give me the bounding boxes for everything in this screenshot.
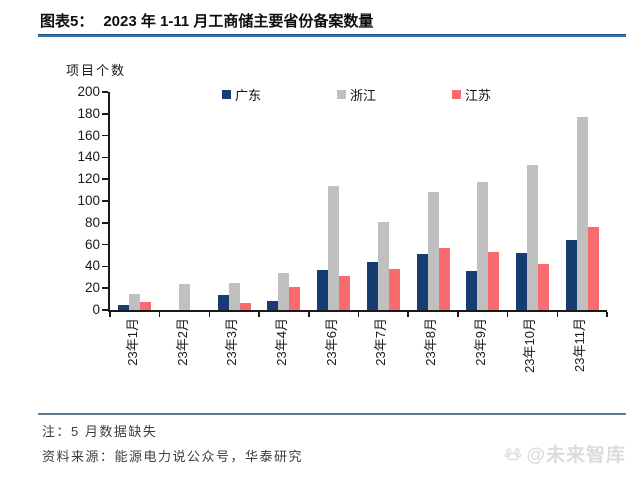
y-tick-label: 200: [77, 84, 100, 99]
figure-label: 图表5：: [40, 13, 94, 30]
y-tick-label: 20: [84, 280, 100, 296]
x-axis-label-23年11月: 23年11月: [572, 318, 588, 372]
bar-guangdong-23年4月: [267, 301, 279, 310]
paw-icon: [505, 447, 522, 461]
y-tick: [102, 178, 108, 180]
y-tick: [102, 200, 108, 202]
bar-jiangsu-23年10月: [537, 264, 549, 310]
x-tick: [308, 312, 310, 317]
y-tick: [102, 265, 108, 268]
y-tick: [102, 309, 108, 311]
x-axis-label-23年3月: 23年3月: [224, 318, 240, 366]
legend-swatch-jiangsu: [452, 90, 461, 99]
bar-guangdong-23年10月: [515, 253, 527, 310]
x-tick: [109, 312, 111, 317]
bar-zhejiang-23年6月: [328, 185, 340, 310]
x-axis-label-23年10月: 23年10月: [522, 318, 538, 373]
y-tick: [102, 287, 108, 289]
x-axis-label-23年4月: 23年4月: [273, 318, 289, 366]
bar-chart-plot-area: 0 20 40 60 80 100 120 140 160 180 200: [77, 84, 608, 317]
x-tick: [258, 312, 260, 317]
x-tick: [556, 312, 559, 317]
y-tick-label: 180: [77, 105, 100, 121]
x-tick: [506, 312, 509, 317]
bar-zhejiang-23年8月: [427, 192, 439, 310]
watermark-text: @未来智库: [526, 445, 626, 466]
figure-header: 图表5： 2023 年 1-11 月工商储主要省份备案数量: [40, 10, 373, 31]
y-axis-label: 项目个数: [66, 63, 127, 78]
bar-jiangsu-23年7月: [388, 268, 400, 310]
y-tick: [102, 113, 108, 115]
x-tick: [606, 312, 608, 317]
y-tick: [102, 243, 108, 246]
y-tick-label: 0: [92, 302, 100, 317]
legend-item-zhejiang: 浙江: [336, 85, 376, 104]
y-tick-label: 160: [77, 127, 100, 143]
y-tick-label: 120: [77, 171, 100, 187]
x-tick: [357, 312, 360, 317]
legend-label-jiangsu: 江苏: [465, 88, 492, 103]
x-tick: [208, 312, 211, 317]
bar-guangdong-23年8月: [416, 254, 428, 310]
bar-guangdong-23年3月: [217, 294, 229, 310]
x-axis-label-23年1月: 23年1月: [124, 318, 140, 366]
bar-jiangsu-23年1月: [140, 302, 152, 310]
y-tick-label: 100: [77, 193, 100, 208]
legend-swatch-guangdong: [221, 90, 231, 99]
y-tick: [102, 134, 108, 137]
legend-label-guangdong: 广东: [234, 88, 261, 103]
bar-guangdong-23年9月: [466, 270, 478, 310]
x-axis-label-23年6月: 23年6月: [323, 318, 339, 366]
bar-zhejiang-23年1月: [129, 293, 141, 310]
watermark: @未来智库: [503, 440, 626, 467]
page-title: 2023 年 1-11 月工商储主要省份备案数量: [103, 13, 374, 30]
y-tick: [102, 91, 108, 93]
bar-guangdong-23年7月: [366, 262, 378, 310]
y-tick-label: 40: [84, 258, 100, 274]
bar-guangdong-23年1月: [118, 304, 130, 310]
bar-jiangsu-23年8月: [438, 247, 450, 310]
legend-item-guangdong: 广东: [221, 85, 261, 104]
bar-guangdong-23年11月: [565, 240, 577, 310]
x-axis-label-23年7月: 23年7月: [373, 318, 389, 366]
x-axis-label-23年2月: 23年2月: [174, 318, 190, 366]
bar-zhejiang-23年11月: [576, 117, 588, 310]
x-tick: [457, 312, 459, 317]
bar-zhejiang-23年3月: [228, 282, 240, 310]
legend-item-jiangsu: 江苏: [452, 85, 491, 104]
x-tick: [407, 312, 409, 317]
x-axis-label-23年9月: 23年9月: [472, 318, 488, 366]
chart-legend: 广东 浙江 江苏: [108, 85, 605, 104]
bar-jiangsu-23年3月: [239, 303, 251, 310]
bar-jiangsu-23年9月: [488, 252, 500, 310]
bar-zhejiang-23年9月: [477, 182, 489, 310]
note-missing-data: 注：5 月数据缺失: [42, 424, 158, 439]
y-tick: [102, 222, 108, 224]
bar-zhejiang-23年10月: [526, 165, 538, 310]
y-tick-label: 60: [84, 236, 100, 252]
legend-label-zhejiang: 浙江: [349, 88, 376, 103]
bottom-divider: [38, 413, 626, 415]
title-underline: [38, 34, 626, 37]
bar-zhejiang-23年2月: [179, 283, 191, 310]
bar-guangdong-23年6月: [317, 269, 329, 310]
bar-jiangsu-23年6月: [339, 276, 351, 310]
note-source: 资料来源：能源电力说公众号，华泰研究: [42, 449, 304, 464]
bar-zhejiang-23年4月: [278, 272, 290, 310]
y-tick-label: 80: [84, 214, 100, 230]
bar-zhejiang-23年7月: [377, 221, 389, 310]
y-tick: [102, 156, 108, 159]
legend-swatch-zhejiang: [336, 90, 346, 99]
bar-jiangsu-23年4月: [289, 287, 301, 310]
x-tick: [158, 312, 161, 317]
y-tick-label: 140: [77, 149, 100, 165]
bar-jiangsu-23年11月: [587, 227, 599, 310]
x-axis-label-23年8月: 23年8月: [423, 318, 439, 366]
